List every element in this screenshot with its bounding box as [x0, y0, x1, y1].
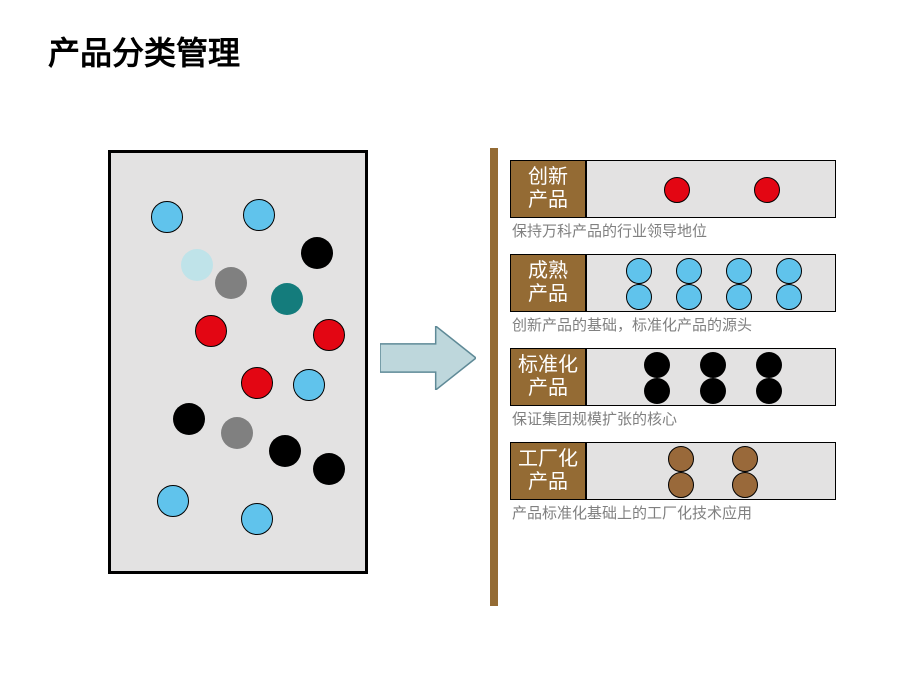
category-dot	[676, 284, 702, 310]
unsorted-dot	[271, 283, 303, 315]
category-dot	[668, 472, 694, 498]
category-label: 工厂化产品	[510, 442, 586, 500]
category-label-line1: 创新	[528, 166, 568, 189]
category-label-line2: 产品	[528, 189, 568, 212]
category-dot	[776, 258, 802, 284]
category-label-line2: 产品	[528, 283, 568, 306]
unsorted-products-box	[108, 150, 368, 574]
category-sample-box	[586, 254, 836, 312]
category-caption: 保持万科产品的行业领导地位	[512, 220, 707, 241]
category-dot	[700, 378, 726, 404]
unsorted-dot	[301, 237, 333, 269]
unsorted-dot	[241, 503, 273, 535]
category-sample-box	[586, 442, 836, 500]
category-label-line1: 标准化	[518, 354, 578, 377]
category-row: 标准化产品	[510, 348, 836, 406]
category-label-line1: 工厂化	[518, 448, 578, 471]
category-caption: 产品标准化基础上的工厂化技术应用	[512, 502, 752, 523]
unsorted-dot	[151, 201, 183, 233]
unsorted-dot	[221, 417, 253, 449]
category-label: 成熟产品	[510, 254, 586, 312]
category-row: 创新产品	[510, 160, 836, 218]
unsorted-dot	[293, 369, 325, 401]
unsorted-dot	[241, 367, 273, 399]
category-dot	[626, 258, 652, 284]
category-dot	[668, 446, 694, 472]
arrow-icon	[380, 326, 476, 390]
category-sample-box	[586, 160, 836, 218]
slide-title: 产品分类管理	[48, 28, 240, 74]
category-dot	[664, 177, 690, 203]
category-label-line2: 产品	[528, 471, 568, 494]
category-dot	[776, 284, 802, 310]
category-caption: 保证集团规模扩张的核心	[512, 408, 677, 429]
category-label: 创新产品	[510, 160, 586, 218]
category-row: 成熟产品	[510, 254, 836, 312]
category-label-line2: 产品	[528, 377, 568, 400]
unsorted-dot	[215, 267, 247, 299]
category-row: 工厂化产品	[510, 442, 836, 500]
category-dot	[626, 284, 652, 310]
category-dot	[726, 284, 752, 310]
unsorted-dot	[195, 315, 227, 347]
category-dot	[732, 446, 758, 472]
category-label: 标准化产品	[510, 348, 586, 406]
category-dot	[756, 352, 782, 378]
unsorted-dot	[269, 435, 301, 467]
category-dot	[644, 378, 670, 404]
category-dot	[732, 472, 758, 498]
unsorted-dot	[313, 453, 345, 485]
category-label-line1: 成熟	[528, 260, 568, 283]
unsorted-dot	[243, 199, 275, 231]
category-dot	[676, 258, 702, 284]
separator-bar	[490, 148, 498, 606]
category-dot	[644, 352, 670, 378]
category-dot	[700, 352, 726, 378]
category-sample-box	[586, 348, 836, 406]
unsorted-dot	[157, 485, 189, 517]
category-dot	[726, 258, 752, 284]
category-dot	[756, 378, 782, 404]
unsorted-dot	[313, 319, 345, 351]
category-dot	[754, 177, 780, 203]
category-caption: 创新产品的基础，标准化产品的源头	[512, 314, 752, 335]
unsorted-dot	[181, 249, 213, 281]
unsorted-dot	[173, 403, 205, 435]
